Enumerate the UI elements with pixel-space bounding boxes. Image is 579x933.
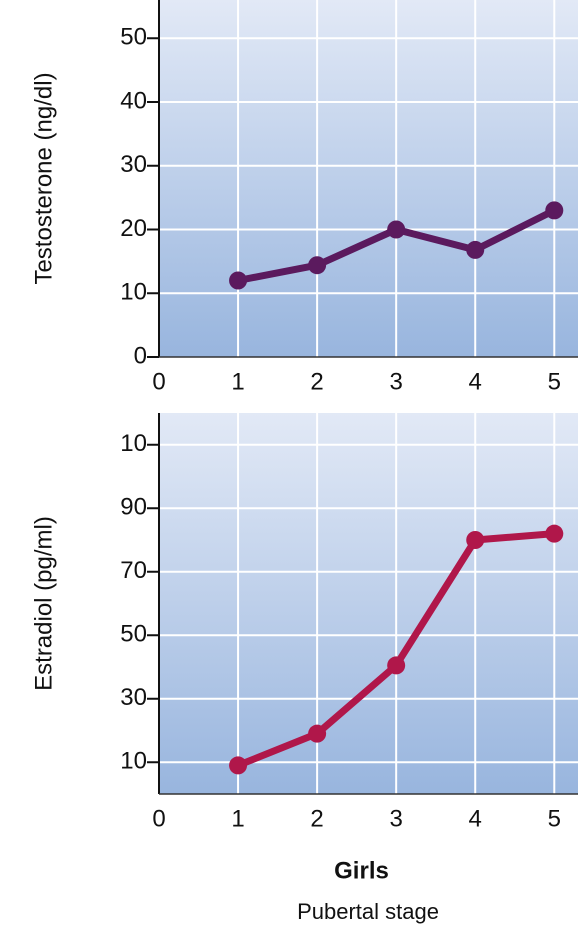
y-tick-label: 10 — [120, 430, 147, 457]
x-axis-label: Girls — [334, 857, 389, 884]
data-point — [466, 240, 485, 259]
y-tick-label: 30 — [120, 684, 147, 711]
y-tick-label: 50 — [120, 621, 147, 648]
x-tick-label: 0 — [152, 805, 165, 832]
x-tick-label: 4 — [469, 368, 482, 395]
y-tick-label: 70 — [120, 557, 147, 584]
data-point — [466, 531, 485, 549]
y-tick-label: 10 — [120, 748, 147, 775]
data-point — [308, 724, 327, 743]
x-tick-label: 2 — [310, 368, 323, 395]
x-tick-label: 2 — [310, 805, 323, 832]
x-tick-label: 5 — [548, 368, 561, 395]
data-point — [387, 656, 406, 675]
x-tick-label: 0 — [152, 368, 165, 395]
data-point — [545, 524, 564, 543]
y-tick-label: 10 — [120, 279, 147, 306]
y-tick-label: 30 — [120, 151, 147, 178]
data-point — [387, 220, 406, 239]
data-point — [229, 271, 248, 290]
y-tick-label: 20 — [120, 215, 147, 242]
data-point — [308, 256, 327, 275]
x-tick-label: 4 — [469, 805, 482, 832]
plot-area — [159, 413, 578, 794]
y-axis-label: Testosterone (ng/dl) — [30, 72, 57, 284]
x-tick-label: 1 — [231, 805, 244, 832]
x-tick-label: 1 — [231, 368, 244, 395]
footer: Pubertal stage — [297, 899, 439, 924]
y-tick-label: 0 — [134, 342, 147, 369]
x-tick-label: 3 — [389, 805, 402, 832]
y-tick-label: 40 — [120, 87, 147, 114]
y-tick-label: 90 — [120, 494, 147, 521]
data-point — [229, 756, 248, 775]
data-point — [545, 201, 564, 220]
x-tick-label: 3 — [389, 368, 402, 395]
y-tick-label: 50 — [120, 24, 147, 51]
y-axis-label: Estradiol (pg/ml) — [30, 516, 57, 691]
x-tick-label: 5 — [548, 805, 561, 832]
plot-area — [159, 0, 578, 357]
